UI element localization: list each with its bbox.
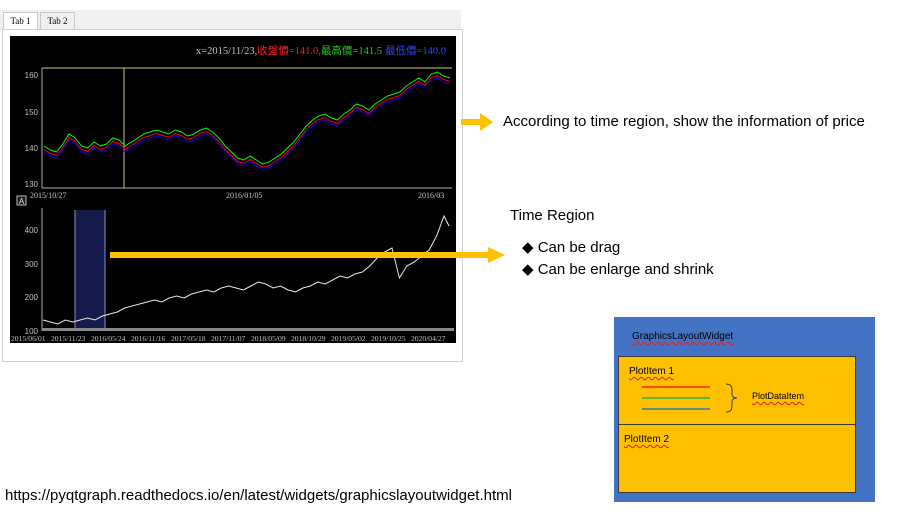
bottom-x-tick: 2016/05/24 bbox=[91, 334, 126, 343]
auto-range-label: A bbox=[19, 197, 25, 206]
price-info-label: x=2015/11/23,收盤價=141.0,最高價=141.5 最低價=140.… bbox=[196, 44, 446, 57]
price-info-note: According to time region, show the infor… bbox=[503, 113, 865, 130]
top-x-tick: 2015/10/27 bbox=[30, 191, 66, 200]
low-price-line bbox=[43, 77, 451, 171]
bottom-x-axis bbox=[42, 328, 454, 331]
plot-data-item-label: PlotDataItem bbox=[752, 391, 805, 401]
close-price-line bbox=[43, 74, 451, 169]
tab-1[interactable]: Tab 1 bbox=[3, 12, 38, 31]
right-arrow-icon bbox=[110, 247, 505, 263]
top-y-tick: 140 bbox=[25, 144, 39, 153]
plotitem-1-label: PlotItem 1 bbox=[629, 366, 675, 377]
bottom-x-tick: 2015/06/01 bbox=[11, 334, 46, 343]
plotitem-2-box bbox=[618, 424, 856, 493]
bottom-y-tick: 100 bbox=[25, 327, 39, 336]
top-y-tick: 160 bbox=[25, 71, 39, 80]
plot-data-lines bbox=[642, 383, 738, 413]
bottom-y-tick: 200 bbox=[25, 293, 39, 302]
bottom-x-tick: 2019/05/02 bbox=[331, 334, 366, 343]
bullet-text: Can be enlarge and shrink bbox=[537, 261, 714, 278]
top-x-tick: 2016/01/05 bbox=[226, 191, 262, 200]
bottom-y-tick: 400 bbox=[25, 226, 39, 235]
top-y-tick: 130 bbox=[25, 180, 39, 189]
top-y-tick: 150 bbox=[25, 108, 39, 117]
auto-range-button[interactable] bbox=[16, 195, 27, 206]
plotitem-2-label: PlotItem 2 bbox=[624, 434, 670, 445]
time-region[interactable] bbox=[75, 210, 105, 328]
bottom-x-tick: 2016/11/16 bbox=[131, 334, 166, 343]
tab-2[interactable]: Tab 2 bbox=[40, 12, 75, 30]
right-brace-icon bbox=[725, 383, 738, 413]
bottom-x-tick: 2017/05/18 bbox=[171, 334, 206, 343]
bottom-x-tick: 2018/10/29 bbox=[291, 334, 326, 343]
diamond-bullet-icon: ◆ bbox=[522, 239, 534, 256]
bullet-item: ◆ Can be drag bbox=[522, 238, 620, 256]
graphics-layout-widget-label: GraphicsLayoutWidget bbox=[632, 331, 734, 342]
tab-bar bbox=[0, 10, 461, 30]
diamond-bullet-icon: ◆ bbox=[522, 261, 534, 278]
bottom-x-tick: 2019/10/25 bbox=[371, 334, 406, 343]
bottom-x-tick: 2018/05/09 bbox=[251, 334, 286, 343]
doc-url: https://pyqtgraph.readthedocs.io/en/late… bbox=[5, 487, 512, 504]
bottom-x-tick: 2020/04/27 bbox=[411, 334, 446, 343]
high-price-line bbox=[43, 71, 451, 165]
top-x-tick: 2016/03 bbox=[418, 191, 444, 200]
bullet-item: ◆ Can be enlarge and shrink bbox=[522, 260, 714, 278]
bottom-x-tick: 2015/11/23 bbox=[51, 334, 86, 343]
time-region-title: Time Region bbox=[510, 207, 595, 224]
plot-canvas[interactable]: 160 150 140 130 2015/10/27 2016/01/05 20… bbox=[10, 36, 456, 343]
overview-line bbox=[42, 214, 450, 325]
overview-price-line bbox=[42, 214, 450, 325]
right-arrow-icon bbox=[461, 113, 493, 131]
bottom-y-tick: 300 bbox=[25, 260, 39, 269]
price-lines bbox=[43, 71, 451, 171]
bullet-text: Can be drag bbox=[537, 239, 621, 256]
bottom-x-tick: 2017/11/07 bbox=[211, 334, 246, 343]
